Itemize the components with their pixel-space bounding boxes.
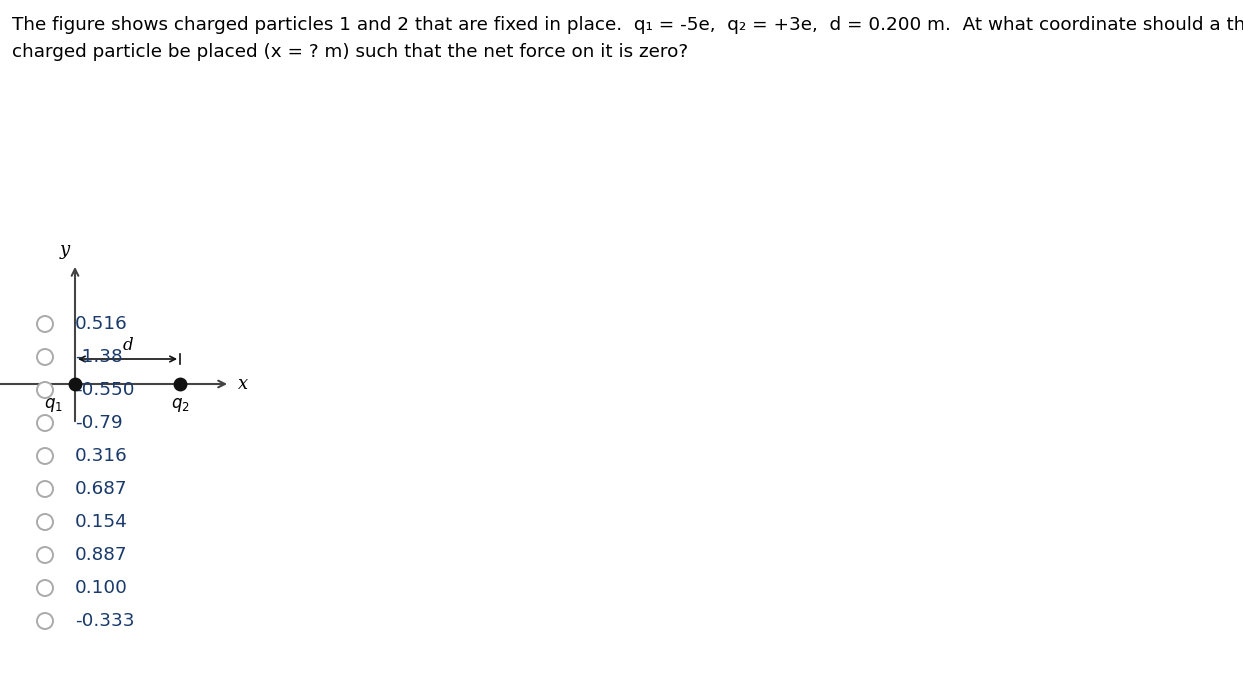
Text: 0.887: 0.887 bbox=[75, 546, 128, 564]
Text: -0.79: -0.79 bbox=[75, 414, 123, 432]
Text: d: d bbox=[122, 337, 133, 354]
Circle shape bbox=[37, 448, 53, 464]
Circle shape bbox=[37, 547, 53, 563]
Text: The figure shows charged particles 1 and 2 that are fixed in place.  q₁ = -5e,  : The figure shows charged particles 1 and… bbox=[12, 16, 1243, 34]
Text: -1.38: -1.38 bbox=[75, 348, 123, 366]
Circle shape bbox=[37, 316, 53, 332]
Text: $q_1$: $q_1$ bbox=[44, 396, 63, 414]
Text: y: y bbox=[60, 241, 70, 259]
Text: 0.154: 0.154 bbox=[75, 513, 128, 531]
Circle shape bbox=[37, 580, 53, 596]
Text: 0.100: 0.100 bbox=[75, 579, 128, 597]
Text: x: x bbox=[237, 375, 249, 393]
Circle shape bbox=[37, 613, 53, 629]
Circle shape bbox=[37, 481, 53, 497]
Circle shape bbox=[37, 349, 53, 365]
Text: -0.333: -0.333 bbox=[75, 612, 134, 630]
Circle shape bbox=[37, 415, 53, 431]
Text: 0.316: 0.316 bbox=[75, 447, 128, 465]
Text: 0.516: 0.516 bbox=[75, 315, 128, 333]
Text: $q_2$: $q_2$ bbox=[170, 396, 189, 414]
Text: -0.550: -0.550 bbox=[75, 381, 134, 399]
Circle shape bbox=[37, 514, 53, 530]
Circle shape bbox=[37, 382, 53, 398]
Text: charged particle be placed (x = ? m) such that the net force on it is zero?: charged particle be placed (x = ? m) suc… bbox=[12, 43, 689, 61]
Text: 0.687: 0.687 bbox=[75, 480, 128, 498]
